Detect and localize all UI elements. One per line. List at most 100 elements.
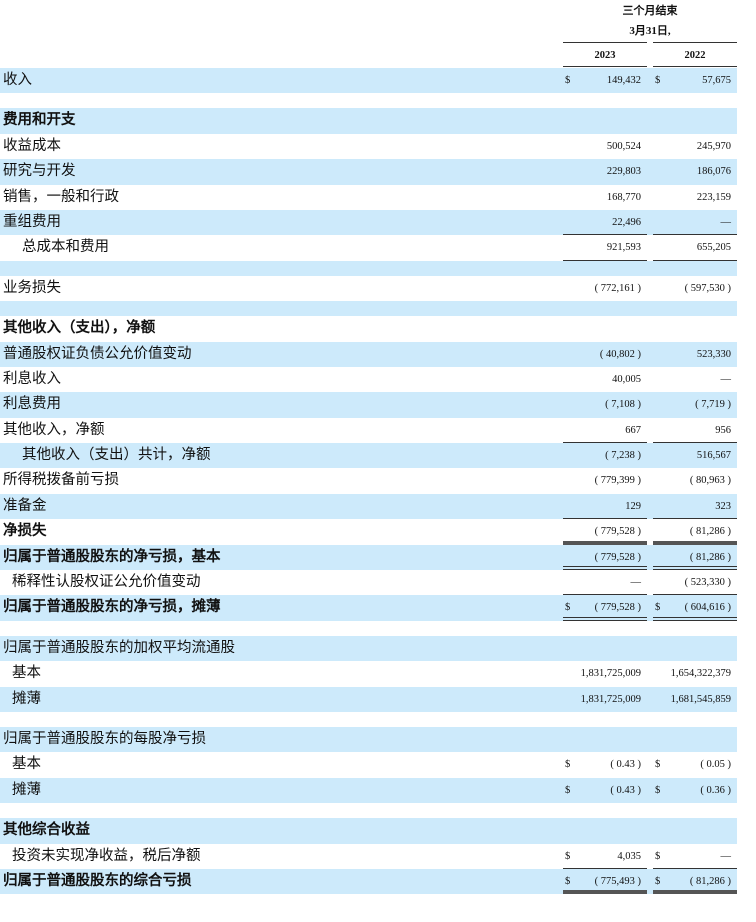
- currency-symbol: $: [655, 75, 661, 86]
- year-2023-header: 2023: [563, 42, 647, 67]
- value: 229,803: [606, 166, 641, 178]
- value: 168,770: [606, 191, 641, 203]
- year-2022-header: 2022: [653, 42, 737, 67]
- value-cell-2023: $ ( 779,528 ): [563, 595, 647, 621]
- row-label: 归属于普通股股东的每股净亏损: [3, 730, 206, 747]
- value: ( 7,238 ): [605, 450, 641, 462]
- value-cell-2023: 168,770: [563, 185, 647, 210]
- table-row: 基本 1,831,725,009 1,654,322,379: [0, 661, 737, 686]
- value-cell-2022: 956: [653, 418, 737, 444]
- empty-cell: [563, 712, 647, 727]
- table-row: 普通股权证负债公允价值变动 ( 40,802 ) 523,330: [0, 341, 737, 367]
- table-row: 归属于普通股股东的净亏损，摊薄 $ ( 779,528 ) $ ( 604,616 ): [0, 595, 737, 621]
- table-row: 归属于普通股股东的加权平均流通股: [0, 635, 737, 662]
- currency-symbol: $: [655, 784, 661, 796]
- spacer-row: [0, 712, 737, 727]
- value-cell-2022: 516,567: [653, 443, 737, 468]
- table-row: 净损失 ( 779,528 ) ( 81,286 ): [0, 519, 737, 545]
- table-row: 稀释性认股权证公允价值变动 — ( 523,330 ): [0, 570, 737, 596]
- row-label: 基本: [12, 665, 41, 682]
- value: ( 81,286 ): [689, 526, 731, 538]
- row-label: 归属于普通股股东的净亏损，摊薄: [3, 599, 221, 616]
- currency-symbol: $: [565, 784, 571, 796]
- table-row: 投资未实现净收益，税后净额 $4,035 $ —: [0, 844, 737, 869]
- value: ( 7,719 ): [695, 399, 731, 411]
- row-label: 重组费用: [3, 213, 61, 230]
- value-cell-2023: 22,496: [563, 210, 647, 236]
- value: 149,432: [606, 75, 641, 86]
- value-cell-2023: 667: [563, 418, 647, 444]
- empty-cell: [563, 301, 647, 316]
- value: ( 779,528 ): [594, 551, 641, 563]
- value-cell-2022: —: [653, 210, 737, 236]
- value-cell-2023: 1,831,725,009: [563, 661, 647, 686]
- table-row: 所得税拨备前亏损 ( 779,399 ) ( 80,963 ): [0, 468, 737, 493]
- value: ( 81,286 ): [689, 551, 731, 563]
- value: 223,159: [696, 191, 731, 203]
- spacer-row: [0, 803, 737, 818]
- table-row: 归属于普通股股东的每股净亏损: [0, 726, 737, 753]
- row-label: 摊薄: [12, 781, 41, 798]
- value-cell-2023: 229,803: [563, 159, 647, 184]
- value: 323: [715, 500, 731, 512]
- table-row: 摊薄 $ ( 0.43 ) $ ( 0.36 ): [0, 777, 737, 804]
- value: 921,593: [606, 242, 641, 254]
- value-cell-2023: $ ( 0.43 ): [563, 778, 647, 803]
- value-cell-2022: ( 597,530 ): [653, 276, 737, 301]
- spacer-row: [0, 260, 737, 276]
- value: ( 523,330 ): [684, 577, 731, 589]
- value: 129: [625, 500, 641, 512]
- table-row: 利息费用 ( 7,108 ) ( 7,719 ): [0, 392, 737, 418]
- currency-symbol: $: [565, 875, 571, 887]
- empty-cell: [563, 621, 647, 636]
- value: 500,524: [606, 140, 641, 152]
- row-label: 普通股权证负债公允价值变动: [3, 345, 192, 362]
- value-cell-2023: 500,524: [563, 134, 647, 159]
- value: ( 779,399 ): [594, 475, 641, 487]
- row-label: 销售，一般和行政: [3, 188, 119, 205]
- date-header: 3月31日,: [629, 25, 671, 37]
- value-cell-2022: ( 523,330 ): [653, 570, 737, 596]
- empty-cell: [653, 621, 737, 636]
- row-label: 所得税拨备前亏损: [3, 472, 119, 489]
- row-label: 摊薄: [12, 690, 41, 707]
- value-cell-2022: $ —: [653, 844, 737, 869]
- currency-symbol: $: [565, 75, 571, 86]
- value-cell-2023: 40,005: [563, 367, 647, 392]
- value-cell-2023: 921,593: [563, 235, 647, 261]
- value: 245,970: [696, 140, 731, 152]
- value: ( 772,161 ): [594, 282, 641, 294]
- value-cell-2022: 655,205: [653, 235, 737, 261]
- value-cell-2023: ( 40,802 ): [563, 342, 647, 367]
- currency-symbol: $: [655, 850, 661, 862]
- value: ( 0.36 ): [700, 784, 731, 796]
- spacer-row: [0, 93, 737, 108]
- value: 667: [625, 424, 641, 436]
- value: ( 775,493 ): [594, 875, 641, 887]
- currency-symbol: $: [565, 759, 571, 771]
- value: —: [720, 373, 732, 385]
- row-label: 利息收入: [3, 370, 61, 387]
- empty-cell: [653, 301, 737, 316]
- value: ( 779,528 ): [594, 602, 641, 614]
- value-cell-2023: —: [563, 570, 647, 596]
- value-cell-2023: [563, 727, 647, 752]
- value: ( 0.43 ): [610, 759, 641, 771]
- value-cell-2023: ( 7,238 ): [563, 443, 647, 468]
- table-row: 准备金 129 323: [0, 493, 737, 520]
- value-cell-2023: $ ( 0.43 ): [563, 752, 647, 777]
- empty-cell: [563, 261, 647, 276]
- value-cell-2023: $ ( 775,493 ): [563, 869, 647, 895]
- value-cell-2022: 523,330: [653, 342, 737, 367]
- value: 1,681,545,859: [670, 693, 731, 705]
- currency-symbol: $: [565, 602, 571, 614]
- table-row: 收益成本 500,524 245,970: [0, 134, 737, 159]
- value-cell-2022: ( 81,286 ): [653, 545, 737, 571]
- value: 1,831,725,009: [580, 693, 641, 705]
- value-cell-2022: 223,159: [653, 185, 737, 210]
- value: 956: [715, 424, 731, 436]
- row-label: 基本: [12, 756, 41, 773]
- value: ( 604,616 ): [684, 602, 731, 614]
- value-cell-2022: [653, 818, 737, 843]
- spacer-row: [0, 621, 737, 636]
